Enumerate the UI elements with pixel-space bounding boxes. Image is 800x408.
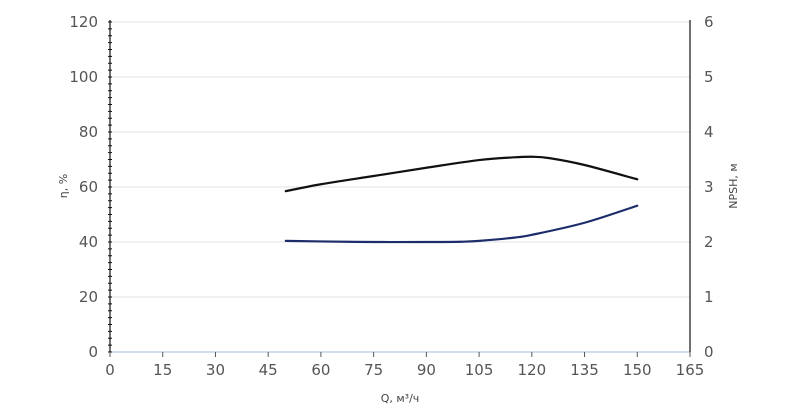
y-right-axis-title: NPSH, м — [727, 163, 740, 208]
y-left-tick-label: 40 — [79, 233, 98, 251]
y-right-tick-label: 0 — [704, 343, 714, 361]
axes — [108, 20, 691, 357]
x-tick-label: 75 — [364, 361, 383, 379]
y-left-tick-label: 120 — [69, 13, 98, 31]
y-right-tick-label: 1 — [704, 288, 714, 306]
efficiency-curve — [284, 155, 639, 193]
y-right-tick-label: 6 — [704, 13, 714, 31]
y-right-tick-label: 2 — [704, 233, 714, 251]
x-tick-label: 15 — [153, 361, 172, 379]
tick-labels: 0 15 30 45 60 75 90 105 120 135 150 165020406080100… — [69, 13, 713, 379]
y-left-tick-label: 60 — [79, 178, 98, 196]
x-axis-title: Q, м³/ч — [381, 392, 420, 405]
x-tick-label: 30 — [206, 361, 225, 379]
grid — [110, 21, 690, 298]
y-right-tick-label: 5 — [704, 68, 714, 86]
x-tick-label: 150 — [623, 361, 652, 379]
x-tick-label: 90 — [417, 361, 436, 379]
npsh-curve — [284, 204, 639, 244]
x-tick-label: 45 — [259, 361, 278, 379]
y-left-tick-label: 80 — [79, 123, 98, 141]
y-left-axis-title: η, % — [57, 174, 70, 198]
y-left-tick-label: 20 — [79, 288, 98, 306]
x-tick-label: 135 — [570, 361, 599, 379]
x-tick-label: 165 — [676, 361, 705, 379]
y-left-tick-label: 100 — [69, 68, 98, 86]
x-tick-label: 60 — [311, 361, 330, 379]
x-tick-label: 0 — [105, 361, 115, 379]
y-right-tick-label: 4 — [704, 123, 714, 141]
x-tick-label: 105 — [465, 361, 494, 379]
y-right-tick-label: 3 — [704, 178, 714, 196]
x-tick-label: 120 — [517, 361, 546, 379]
series-group — [284, 155, 639, 244]
y-left-tick-label: 0 — [88, 343, 98, 361]
